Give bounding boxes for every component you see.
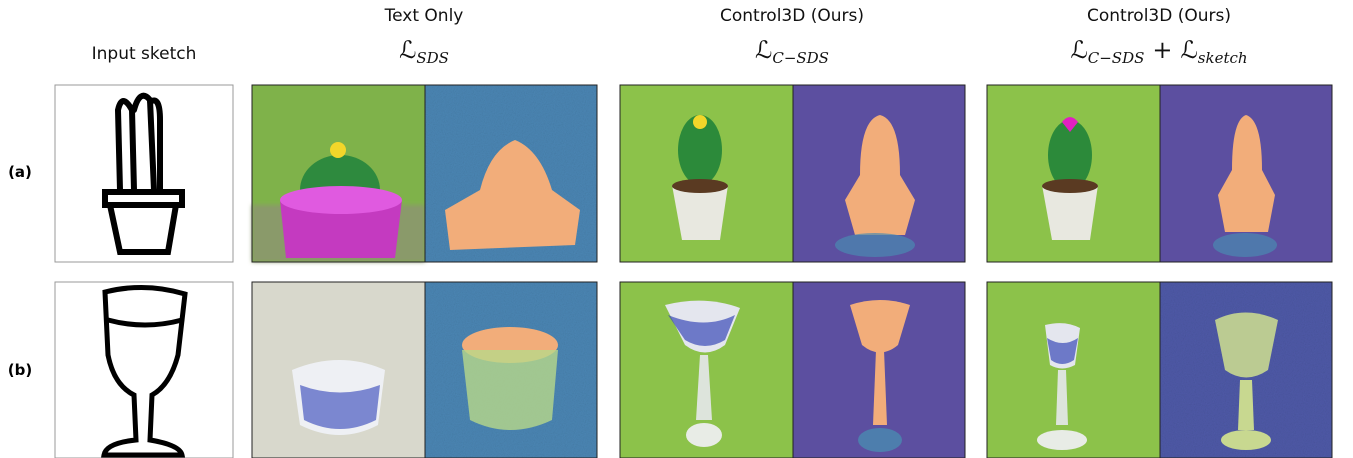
column-title: Text Only bbox=[384, 6, 464, 26]
column-title: Control3D (Ours) bbox=[719, 6, 865, 26]
image-b-text-only bbox=[252, 282, 597, 458]
image-b-c-sds-sketch bbox=[987, 282, 1332, 458]
image-a-text-only bbox=[252, 85, 597, 262]
loss-symbol: ℒ bbox=[399, 36, 417, 64]
image-a-c-sds bbox=[620, 85, 965, 262]
image-a-c-sds-sketch bbox=[987, 85, 1332, 262]
sketch-b bbox=[54, 281, 234, 458]
column-title: Control3D (Ours) bbox=[1086, 6, 1232, 26]
loss-formula: ℒC−SDS + ℒsketch bbox=[1070, 36, 1247, 67]
loss-symbol: ℒ bbox=[1070, 36, 1088, 64]
loss-subscript: sketch bbox=[1197, 49, 1248, 67]
loss-formula: ℒC−SDS bbox=[755, 36, 829, 67]
row-label: (b) bbox=[7, 361, 33, 379]
loss-subscript: C−SDS bbox=[772, 49, 829, 67]
row-label: (a) bbox=[8, 163, 32, 181]
image-b-c-sds bbox=[620, 282, 965, 458]
loss-symbol: ℒ bbox=[1180, 36, 1198, 64]
loss-operator: + bbox=[1152, 36, 1173, 64]
loss-subscript: SDS bbox=[416, 49, 449, 67]
panel-borders bbox=[251, 84, 1333, 458]
sketch-a bbox=[54, 84, 234, 263]
loss-formula: ℒSDS bbox=[399, 36, 449, 67]
loss-subscript: C−SDS bbox=[1087, 49, 1145, 67]
loss-symbol: ℒ bbox=[755, 36, 773, 64]
column-title: Input sketch bbox=[91, 44, 197, 64]
